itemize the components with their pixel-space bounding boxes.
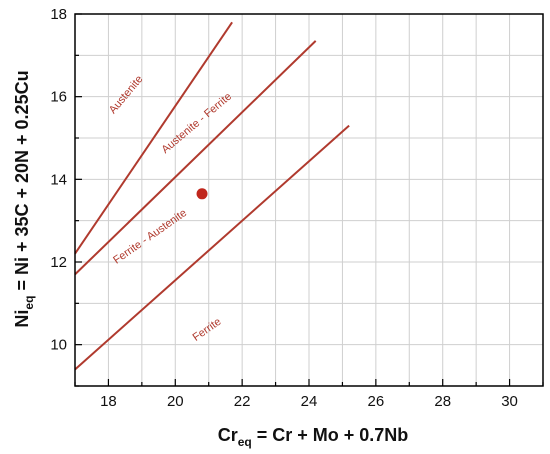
x-tick-label: 22 bbox=[234, 393, 251, 410]
x-tick-label: 26 bbox=[368, 393, 385, 410]
y-tick-label: 10 bbox=[50, 337, 67, 354]
boundary-lines bbox=[74, 21, 350, 371]
x-axis-title: Creq = Cr + Mo + 0.7Nb bbox=[218, 425, 409, 449]
boundary-line-3 bbox=[74, 124, 350, 371]
data-points bbox=[196, 188, 208, 200]
y-tick-label: 12 bbox=[50, 254, 67, 271]
axis-ticks: 18 20 22 24 26 28 30 10 12 14 16 18 bbox=[50, 6, 544, 410]
region-label: Ferrite bbox=[191, 316, 224, 344]
x-tick-label: 30 bbox=[501, 393, 518, 410]
y-tick-label: 18 bbox=[50, 6, 67, 23]
y-axis-title: Nieq = Ni + 35C + 20N + 0.25Cu bbox=[12, 70, 36, 327]
x-tick-label: 24 bbox=[301, 393, 318, 410]
y-tick-label: 14 bbox=[50, 171, 67, 188]
region-label: Ferrite - Austenite bbox=[111, 207, 189, 267]
region-label: Austenite - Ferrite bbox=[159, 91, 234, 156]
x-tick-label: 20 bbox=[167, 393, 184, 410]
data-point bbox=[196, 188, 208, 200]
x-tick-label: 18 bbox=[100, 393, 117, 410]
grid bbox=[75, 14, 543, 386]
boundary-line-1 bbox=[74, 21, 233, 255]
region-label: Austenite bbox=[107, 73, 146, 116]
boundary-line-2 bbox=[74, 40, 317, 276]
y-tick-label: 16 bbox=[50, 89, 67, 106]
x-tick-label: 28 bbox=[434, 393, 451, 410]
